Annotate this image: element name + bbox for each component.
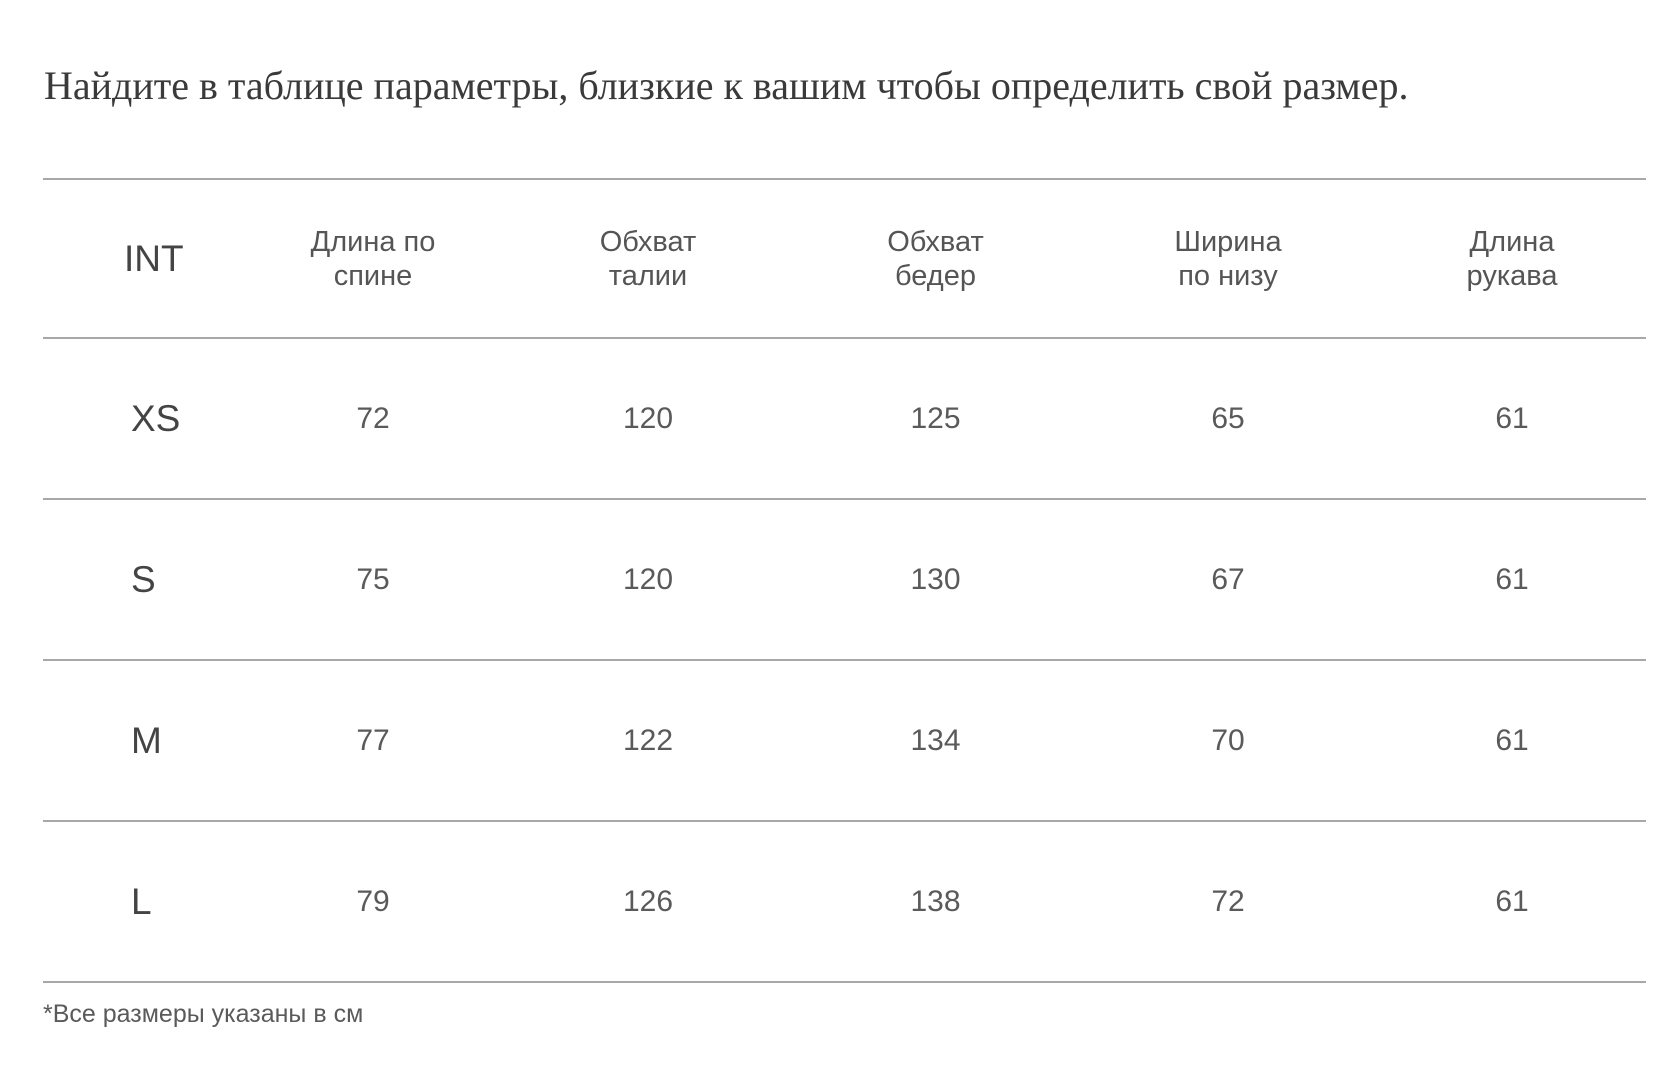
cell-sleeve-length: 61	[1378, 660, 1646, 822]
cell-sleeve-length: 61	[1378, 499, 1646, 661]
cell-waist: 120	[503, 338, 793, 500]
size-label: XS	[43, 338, 243, 500]
table-header-row: INT Длина по спине Обхват талии Обхват б…	[43, 178, 1646, 339]
cell-waist: 120	[503, 499, 793, 661]
table-row-s: S 75 120 130 67 61	[43, 499, 1646, 661]
cell-hips: 130	[793, 499, 1078, 661]
header-bottom-width-line-2: по низу	[1178, 259, 1278, 292]
header-back-length-line-1: Длина по	[310, 225, 436, 258]
header-hips: Обхват бедер	[793, 178, 1078, 339]
cell-waist: 122	[503, 660, 793, 822]
header-hips-line-1: Обхват	[887, 225, 984, 258]
header-int: INT	[43, 178, 243, 339]
header-back-length-line-2: спине	[333, 259, 413, 292]
cell-back-length: 79	[243, 821, 503, 983]
intro-text: Найдите в таблице параметры, близкие к в…	[44, 63, 1409, 108]
cell-bottom-width: 72	[1078, 821, 1378, 983]
size-label: M	[43, 660, 243, 822]
cell-bottom-width: 70	[1078, 660, 1378, 822]
cell-sleeve-length: 61	[1378, 338, 1646, 500]
size-label: S	[43, 499, 243, 661]
header-sleeve-length-line-1: Длина	[1469, 225, 1555, 258]
cell-bottom-width: 67	[1078, 499, 1378, 661]
header-hips-line-2: бедер	[895, 259, 976, 292]
header-waist-line-1: Обхват	[599, 225, 697, 258]
cell-back-length: 75	[243, 499, 503, 661]
header-back-length: Длина по спине	[243, 178, 503, 339]
header-waist-line-2: талии	[608, 259, 688, 292]
cell-back-length: 72	[243, 338, 503, 500]
header-sleeve-length-line-2: рукава	[1466, 259, 1558, 292]
cell-back-length: 77	[243, 660, 503, 822]
cell-hips: 138	[793, 821, 1078, 983]
table-row-xs: XS 72 120 125 65 61	[43, 338, 1646, 500]
table-row-l: L 79 126 138 72 61	[43, 821, 1646, 983]
cell-waist: 126	[503, 821, 793, 983]
cell-sleeve-length: 61	[1378, 821, 1646, 983]
cell-hips: 134	[793, 660, 1078, 822]
size-chart-table: INT Длина по спине Обхват талии Обхват б…	[43, 178, 1646, 983]
header-sleeve-length: Длина рукава	[1378, 178, 1646, 339]
footnote: *Все размеры указаны в см	[43, 1000, 364, 1028]
header-bottom-width: Ширина по низу	[1078, 178, 1378, 339]
table-row-m: M 77 122 134 70 61	[43, 660, 1646, 822]
header-bottom-width-line-1: Ширина	[1174, 225, 1282, 258]
header-waist: Обхват талии	[503, 178, 793, 339]
size-label: L	[43, 821, 243, 983]
cell-bottom-width: 65	[1078, 338, 1378, 500]
cell-hips: 125	[793, 338, 1078, 500]
